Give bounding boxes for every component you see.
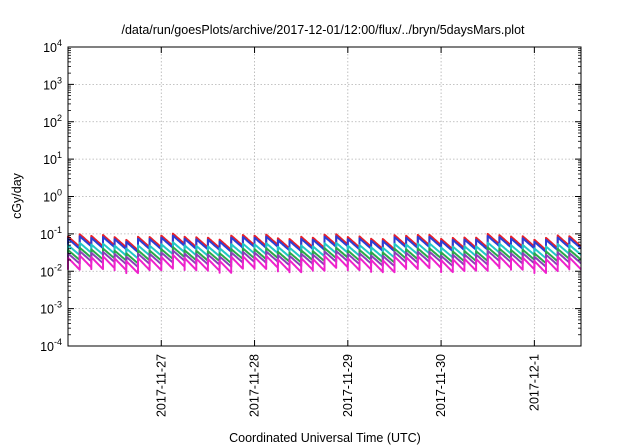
- series-line: [67, 253, 582, 275]
- y-tick-label: 104: [43, 38, 62, 55]
- y-tick-label: 103: [43, 75, 62, 92]
- x-tick-label: 2017-11-27: [154, 354, 168, 417]
- y-tick-label: 100: [43, 188, 62, 205]
- y-axis: 10-4 10-3 10-2 10-1 100 101 102 103 104: [40, 38, 581, 354]
- series-group: [67, 232, 582, 275]
- y-tick-label: 10-1: [40, 225, 62, 242]
- y-tick-label: 10-2: [40, 262, 62, 279]
- y-tick-label: 10-4: [40, 337, 62, 354]
- y-axis-label: cGy/day: [10, 172, 24, 219]
- x-tick-label: 2017-12-1: [527, 354, 541, 411]
- x-axis-label: Coordinated Universal Time (UTC): [229, 431, 421, 445]
- chart-title: /data/run/goesPlots/archive/2017-12-01/1…: [121, 23, 525, 37]
- y-tick-label: 10-3: [40, 300, 62, 317]
- y-tick-label: 102: [43, 113, 62, 130]
- x-tick-label: 2017-11-29: [341, 354, 355, 417]
- y-tick-label: 101: [43, 150, 62, 167]
- x-axis: 2017-11-27 2017-11-28 2017-11-29 2017-11-30…: [154, 47, 541, 417]
- x-tick-label: 2017-11-30: [434, 354, 448, 417]
- x-tick-label: 2017-11-28: [248, 354, 262, 417]
- grid: [68, 47, 581, 346]
